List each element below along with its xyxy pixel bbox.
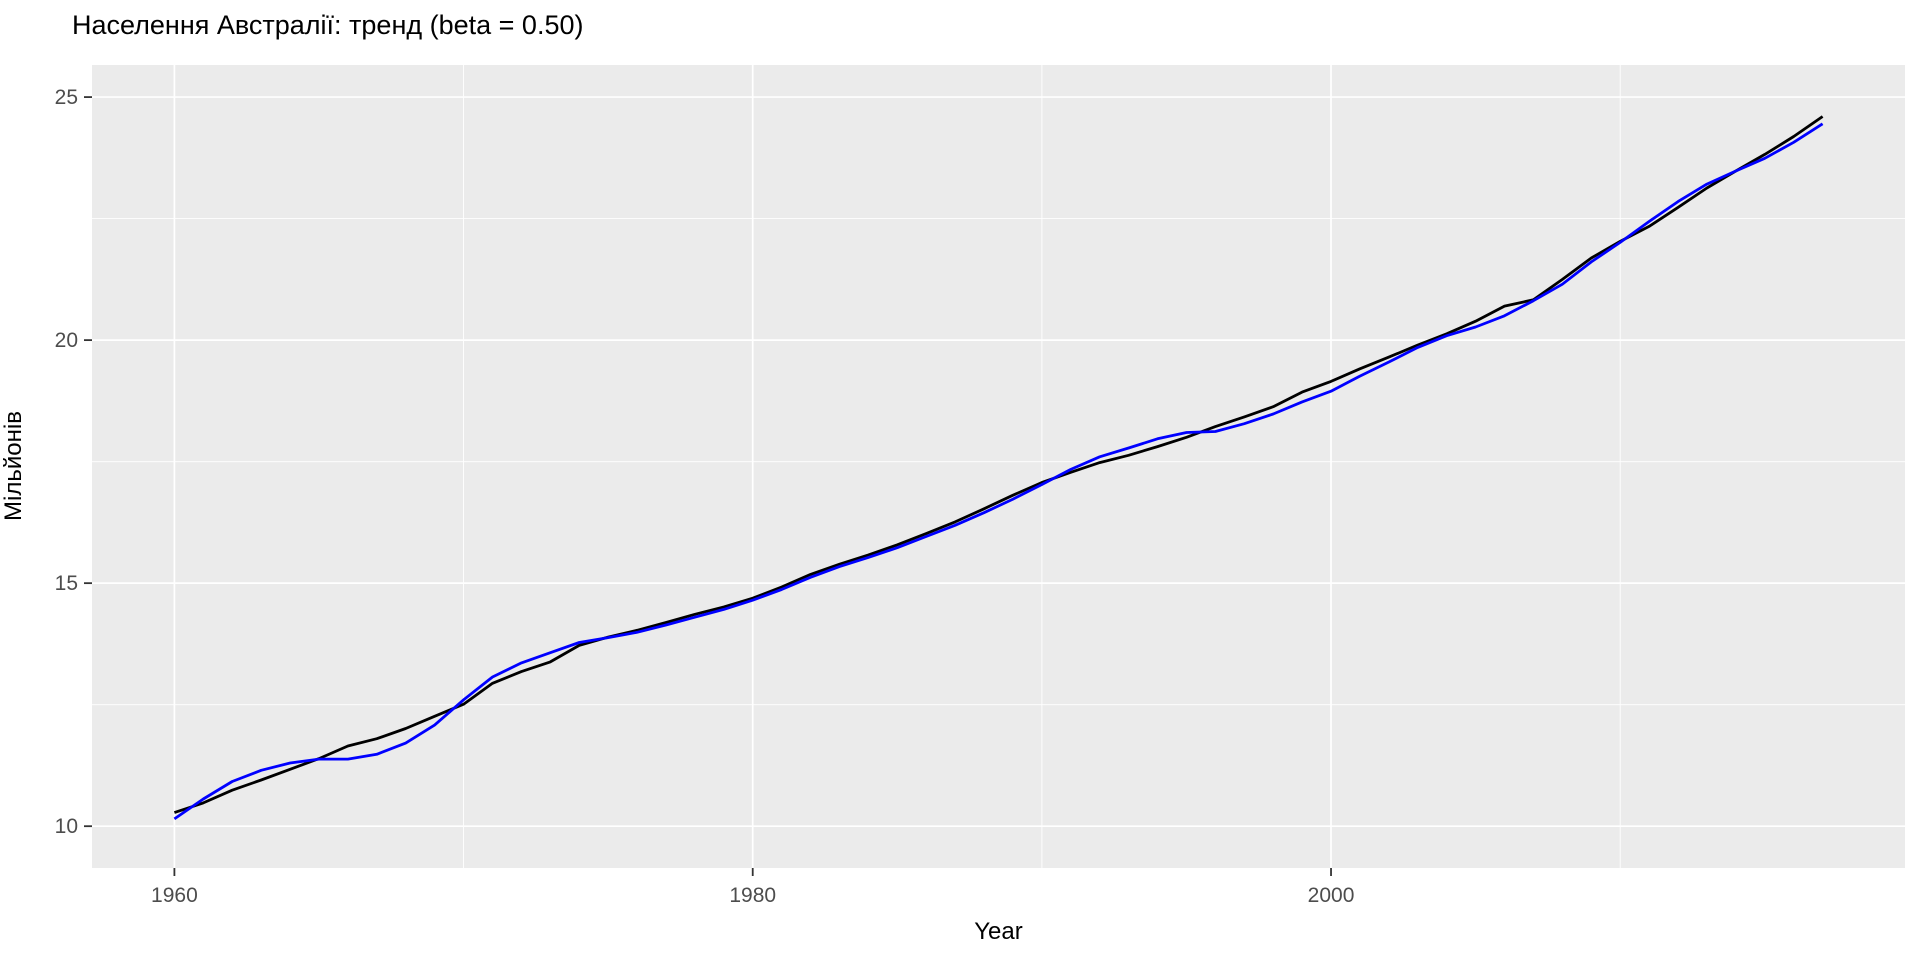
plot-panel	[92, 65, 1905, 868]
y-axis-title: Мільйонів	[0, 411, 27, 521]
trend-beta-0.50-line	[173, 122, 1824, 821]
plot-title: Населення Австралії: тренд (beta = 0.50)	[72, 10, 584, 40]
y-tick-label: 10	[55, 815, 78, 838]
y-tick-label: 15	[55, 572, 78, 595]
x-tick-label: 2000	[1308, 884, 1355, 907]
x-tick-label: 1980	[729, 884, 776, 907]
population-data-line	[173, 115, 1824, 814]
x-tick-label: 1960	[151, 884, 198, 907]
y-tick-label: 20	[55, 329, 78, 352]
y-tick-label: 25	[55, 86, 78, 109]
x-axis-title: Year	[974, 918, 1023, 945]
